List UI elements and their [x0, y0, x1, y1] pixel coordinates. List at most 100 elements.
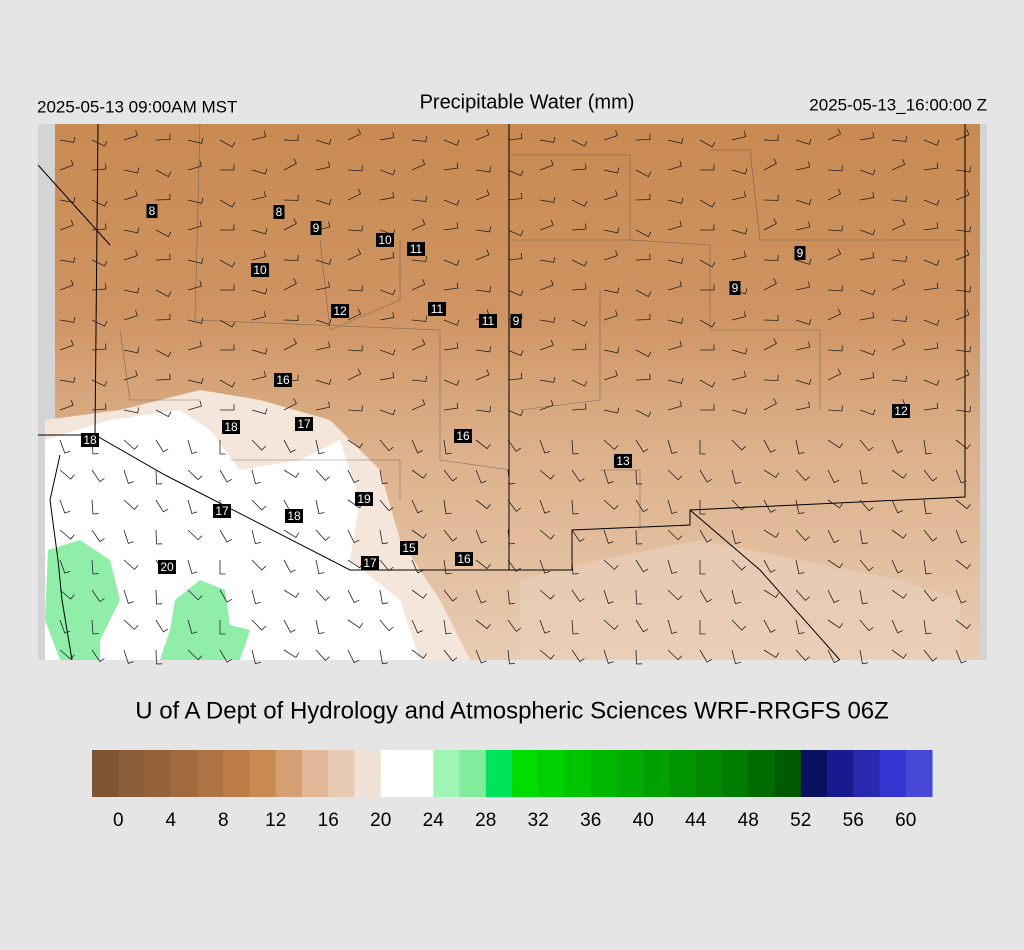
wind-barb	[763, 499, 776, 513]
wind-barb	[251, 619, 267, 631]
wind-barb	[411, 649, 427, 659]
wind-barb	[443, 139, 460, 146]
wind-barb	[507, 169, 524, 177]
colorbar-tick-label: 60	[895, 810, 916, 831]
wind-barb	[667, 499, 678, 514]
station-label: 13	[616, 454, 630, 468]
wind-barb	[795, 138, 812, 145]
wind-barb	[123, 529, 134, 544]
label-box	[158, 560, 176, 574]
wind-barb	[667, 400, 682, 411]
wind-barb	[347, 285, 363, 292]
colorbar-segment	[407, 750, 434, 797]
wind-barb	[667, 589, 683, 601]
wind-barb	[571, 283, 587, 291]
label-box	[794, 246, 806, 260]
wind-barb	[891, 195, 907, 202]
wind-barb	[155, 169, 172, 178]
wind-barb	[475, 286, 492, 293]
colorbar-segment	[800, 750, 828, 797]
wind-barb	[891, 529, 907, 539]
wind-barb	[155, 313, 171, 321]
wind-barb	[219, 589, 233, 603]
wind-barb	[475, 189, 490, 201]
wind-barb	[59, 439, 71, 454]
wind-barb	[891, 339, 906, 351]
colorbar-segment	[669, 750, 697, 797]
wind-barb	[539, 279, 554, 291]
label-box	[285, 509, 303, 523]
wind-barb	[955, 589, 967, 604]
wind-barb	[603, 529, 614, 544]
wind-barb	[379, 529, 389, 545]
label-box	[222, 420, 240, 434]
wind-barb	[347, 248, 362, 261]
wind-barb	[795, 469, 810, 481]
wind-barb	[347, 345, 363, 352]
wind-barb	[443, 499, 452, 515]
colorbar-tick-label: 20	[370, 810, 391, 831]
wind-barb	[955, 559, 971, 570]
wind-barb	[411, 499, 423, 514]
wind-barb	[667, 619, 678, 634]
wind-barb	[667, 257, 684, 264]
colorbar-segment	[328, 750, 355, 797]
wind-barb	[155, 439, 169, 453]
wind-barb	[315, 499, 325, 515]
colorbar-segment	[275, 750, 303, 797]
wind-barb	[507, 192, 523, 201]
colorbar-segment	[249, 750, 277, 797]
wind-barb	[411, 135, 427, 142]
label-box	[428, 302, 446, 316]
wind-barb	[379, 469, 389, 485]
wind-barb	[187, 280, 202, 291]
label-box	[273, 205, 285, 219]
wind-barb	[411, 219, 426, 231]
wind-barb	[220, 344, 235, 351]
wind-barb	[219, 199, 236, 208]
wind-barbs	[59, 128, 972, 665]
wind-barb	[635, 559, 649, 573]
wind-barb	[91, 223, 107, 231]
wind-barb	[507, 469, 516, 485]
wind-barb	[411, 375, 427, 382]
wind-barb	[507, 229, 524, 237]
wind-barb	[763, 529, 780, 538]
wind-barb	[59, 136, 76, 143]
wind-barb	[475, 499, 491, 510]
wind-barb	[123, 227, 140, 234]
wind-barb	[507, 372, 523, 381]
wind-barb	[699, 379, 716, 388]
wind-barb	[251, 371, 267, 381]
wind-barb	[571, 343, 587, 351]
wind-barb	[59, 316, 76, 323]
wind-barb	[123, 559, 139, 570]
wind-barb	[923, 499, 932, 515]
wind-barb	[123, 347, 140, 354]
wind-barb	[923, 649, 938, 662]
colorbar-segment	[695, 750, 723, 797]
wind-barb	[795, 439, 805, 455]
label-box	[213, 504, 231, 518]
wind-barb	[123, 190, 138, 201]
wind-barb	[539, 159, 554, 171]
wind-barb	[59, 469, 75, 480]
wind-barb	[219, 620, 226, 635]
wind-barb	[700, 404, 715, 411]
colorbar-segment	[564, 750, 592, 797]
moist-zone	[520, 540, 960, 660]
wind-barb	[219, 529, 233, 543]
wind-barb	[603, 167, 620, 174]
wind-barb	[187, 220, 202, 231]
station-label: 18	[287, 509, 301, 523]
colorbar-segment	[459, 750, 487, 797]
wind-barb	[411, 279, 426, 291]
wind-barb	[731, 619, 747, 631]
wind-barb	[955, 406, 972, 413]
wind-barb	[763, 314, 779, 321]
wind-barb	[859, 289, 876, 296]
wind-barb	[347, 368, 362, 381]
wind-barb	[155, 349, 172, 358]
wind-barb	[283, 338, 297, 351]
wind-barb	[220, 224, 235, 231]
